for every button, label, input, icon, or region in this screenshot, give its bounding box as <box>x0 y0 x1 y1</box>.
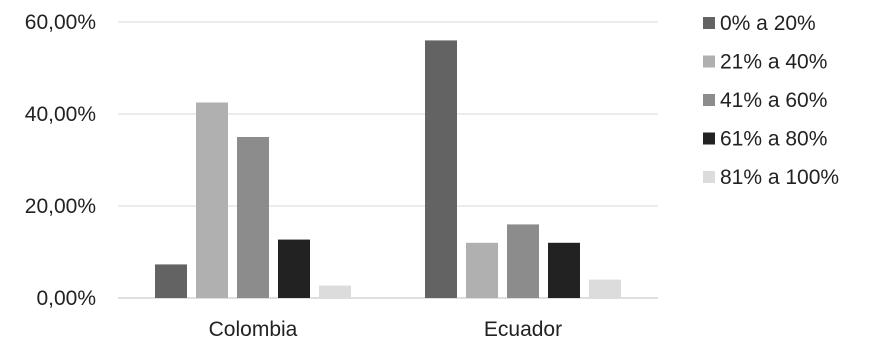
legend-label: 41% a 60% <box>720 89 827 112</box>
legend-label: 61% a 80% <box>720 128 827 151</box>
legend-swatch <box>703 94 715 106</box>
bar-ecuador-series-2 <box>466 242 498 298</box>
x-axis-category-labels: Colombia Ecuador <box>209 318 562 341</box>
x-category-label: Colombia <box>209 318 298 341</box>
y-axis-tick-labels: 0,00% 20,00% 40,00% 60,00% <box>25 11 96 310</box>
bar-ecuador-series-4 <box>548 242 580 298</box>
bar-ecuador-series-3 <box>507 224 539 298</box>
y-tick-label: 0,00% <box>36 287 96 310</box>
bar-colombia-series-5 <box>319 285 351 298</box>
legend-swatch <box>703 132 715 145</box>
legend-label: 0% a 20% <box>720 12 816 35</box>
legend-label: 21% a 40% <box>720 51 827 74</box>
bar-colombia-series-3 <box>237 137 269 298</box>
legend-swatch <box>703 55 715 68</box>
x-category-label: Ecuador <box>484 318 562 341</box>
y-tick-label: 40,00% <box>25 103 96 126</box>
bars <box>155 40 621 299</box>
bar-colombia-series-2 <box>196 102 228 298</box>
bar-ecuador-series-1 <box>425 40 457 299</box>
y-tick-label: 20,00% <box>25 195 96 218</box>
bar-ecuador-series-5 <box>589 279 621 298</box>
legend-label: 81% a 100% <box>720 166 839 189</box>
y-tick-label: 60,00% <box>25 11 96 34</box>
legend: 0% a 20% 21% a 40% 41% a 60% 61% a 80% 81% a… <box>703 12 839 189</box>
bar-colombia-series-1 <box>155 264 187 298</box>
legend-swatch <box>703 171 715 183</box>
bar-colombia-series-4 <box>278 239 310 298</box>
legend-swatch <box>703 17 715 29</box>
